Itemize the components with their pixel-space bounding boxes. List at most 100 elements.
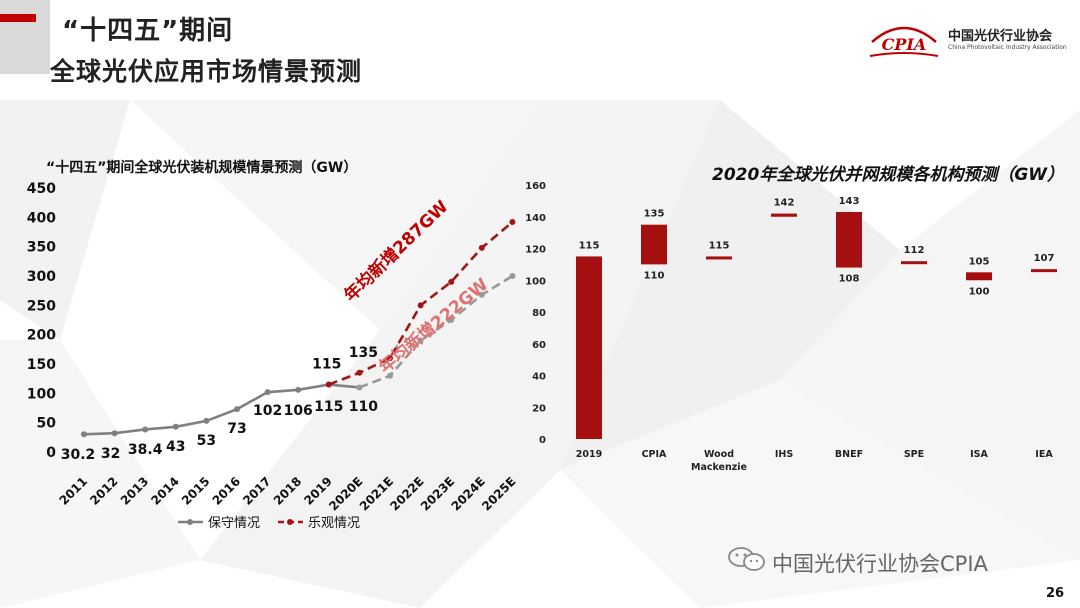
y-tick-label: 200 bbox=[27, 328, 56, 344]
point-optimistic bbox=[387, 355, 393, 362]
point-conservative bbox=[356, 384, 363, 391]
header-accent-gray bbox=[0, 0, 50, 74]
data-label: 43 bbox=[166, 439, 185, 455]
x-category-label: 2019 bbox=[576, 449, 602, 460]
y-tick-label: 350 bbox=[27, 240, 56, 256]
wechat-icon bbox=[728, 547, 765, 571]
data-label: 38.4 bbox=[128, 442, 163, 458]
data-label: 53 bbox=[197, 433, 216, 449]
data-label: 30.2 bbox=[61, 447, 96, 463]
y-tick-label: 0 bbox=[46, 445, 56, 461]
y-tick-label: 300 bbox=[27, 269, 56, 285]
point-conservative bbox=[448, 317, 455, 323]
bar-top-label: 112 bbox=[904, 245, 925, 256]
x-tick-label: 2015 bbox=[179, 474, 213, 508]
bar-bnef bbox=[836, 211, 862, 268]
bar-top-label: 105 bbox=[969, 256, 990, 267]
bar-iea bbox=[1031, 269, 1057, 273]
point-conservative bbox=[111, 430, 118, 437]
bar-cpia bbox=[641, 224, 667, 265]
point-conservative bbox=[203, 417, 210, 424]
line-chart-title: “十四五”期间全球光伏装机规模情景预测（GW） bbox=[46, 160, 358, 176]
x-category-label: IEA bbox=[1035, 449, 1053, 460]
logo-mark-text: CPIA bbox=[882, 35, 927, 54]
bar-top-label: 107 bbox=[1034, 253, 1055, 264]
x-category-label: Mackenzie bbox=[691, 462, 747, 473]
x-category-label: Wood bbox=[704, 449, 734, 460]
x-tick-label: 2011 bbox=[57, 474, 91, 508]
annotation-conservative: 年均新增222GW bbox=[375, 274, 493, 378]
point-optimistic bbox=[356, 369, 363, 376]
data-label: 102 bbox=[253, 403, 282, 419]
point-conservative bbox=[234, 406, 240, 413]
page-title-line2: 全球光伏应用市场情景预测 bbox=[50, 57, 363, 86]
y-tick-label: 60 bbox=[532, 340, 546, 351]
header-accent-red bbox=[0, 14, 36, 22]
y-tick-label: 120 bbox=[525, 245, 546, 256]
x-tick-label: 2014 bbox=[148, 474, 182, 508]
point-conservative bbox=[387, 372, 393, 379]
point-optimistic bbox=[509, 219, 516, 226]
cpia-logo: CPIA 中国光伏行业协会 China Photovoltaic Industr… bbox=[866, 20, 1067, 60]
bar-isa bbox=[966, 272, 992, 281]
bar-chart-title: 2020年全球光伏并网规模各机构预测（GW） bbox=[712, 165, 1065, 185]
point-optimistic bbox=[417, 302, 424, 309]
line-chart: 0501001502002503003504004502011201220132… bbox=[27, 181, 519, 531]
point-conservative bbox=[478, 291, 485, 298]
point-optimistic bbox=[478, 244, 485, 251]
bar-top-label: 135 bbox=[644, 209, 665, 220]
cpia-logo-mark: CPIA bbox=[869, 26, 939, 57]
point-conservative bbox=[172, 423, 179, 430]
x-tick-label: 2013 bbox=[118, 474, 152, 508]
x-category-label: ISA bbox=[970, 449, 988, 460]
wechat-account-name: 中国光伏行业协会CPIA bbox=[772, 552, 988, 576]
bar-top-label: 115 bbox=[709, 240, 730, 251]
x-tick-label: 2018 bbox=[271, 474, 305, 508]
x-category-label: CPIA bbox=[642, 449, 667, 460]
data-label: 110 bbox=[349, 399, 378, 415]
data-label: 106 bbox=[284, 403, 313, 419]
annotation-optimistic: 年均新增287GW bbox=[340, 196, 453, 306]
bar-top-label: 115 bbox=[579, 240, 600, 251]
x-tick-label: 2025E bbox=[479, 474, 518, 513]
series-conservative-dashed-line bbox=[358, 274, 514, 389]
legend-conservative-label: 保守情况 bbox=[208, 516, 260, 531]
point-conservative bbox=[142, 426, 149, 433]
x-tick-label: 2017 bbox=[240, 474, 274, 508]
logo-org-cn: 中国光伏行业协会 bbox=[948, 29, 1053, 44]
y-tick-label: 40 bbox=[532, 372, 546, 383]
logo-org-en: China Photovoltaic Industry Association bbox=[948, 44, 1067, 51]
bar-2019 bbox=[576, 256, 602, 439]
y-tick-label: 0 bbox=[539, 435, 546, 446]
page-number: 26 bbox=[1046, 586, 1065, 601]
series-conservative-solid-line bbox=[83, 383, 360, 436]
point-conservative bbox=[295, 386, 302, 393]
y-tick-label: 100 bbox=[27, 386, 56, 402]
bar-ihs bbox=[771, 213, 797, 217]
data-label: 115 bbox=[314, 399, 343, 415]
x-category-label: SPE bbox=[904, 449, 924, 460]
x-category-label: BNEF bbox=[835, 449, 863, 460]
legend-optimistic-label: 乐观情况 bbox=[308, 516, 360, 531]
bar-wood bbox=[706, 256, 732, 260]
y-tick-label: 100 bbox=[525, 276, 546, 287]
legend-optimistic-marker bbox=[287, 519, 293, 525]
point-conservative bbox=[81, 431, 87, 438]
x-category-label: IHS bbox=[775, 449, 793, 460]
x-tick-label: 2016 bbox=[210, 474, 244, 508]
bar-top-label: 142 bbox=[774, 198, 795, 209]
data-label: 115 bbox=[312, 357, 341, 373]
y-tick-label: 140 bbox=[525, 213, 546, 224]
x-tick-label: 2012 bbox=[87, 474, 121, 508]
y-tick-label: 50 bbox=[37, 416, 57, 432]
y-tick-label: 400 bbox=[27, 210, 56, 226]
y-tick-label: 150 bbox=[27, 357, 56, 373]
point-conservative bbox=[509, 273, 516, 279]
data-label: 73 bbox=[227, 421, 246, 437]
bar-spe bbox=[901, 261, 927, 265]
y-tick-label: 20 bbox=[532, 403, 546, 414]
legend-conservative-marker bbox=[187, 519, 193, 525]
y-tick-label: 160 bbox=[525, 181, 546, 192]
bar-bottom-label: 100 bbox=[969, 286, 990, 297]
bar-bottom-label: 108 bbox=[839, 274, 860, 285]
